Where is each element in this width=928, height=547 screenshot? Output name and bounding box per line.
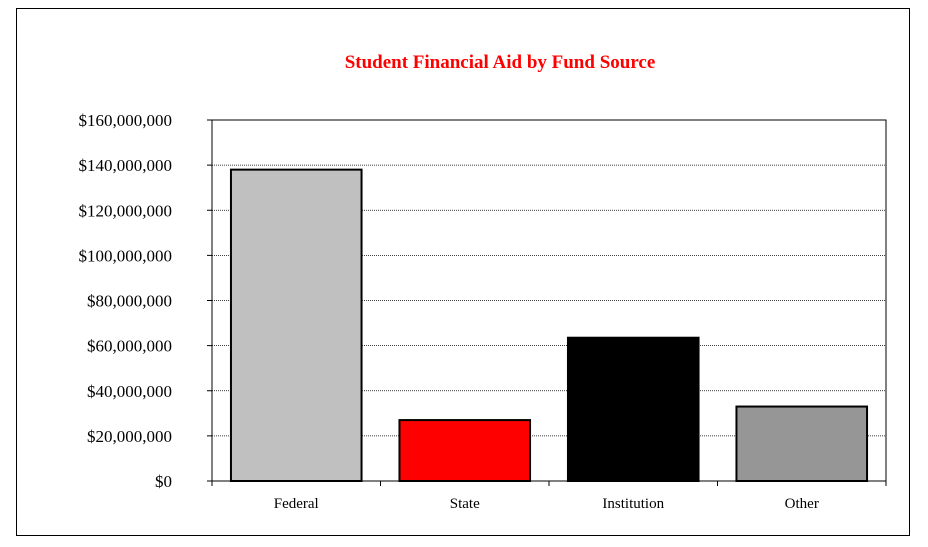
y-tick-label: $120,000,000 — [79, 201, 173, 220]
x-tick-label-other: Other — [785, 496, 819, 512]
bar-federal — [229, 168, 363, 482]
y-tick-label: $0 — [155, 472, 172, 491]
x-tick-label-state: State — [450, 496, 480, 512]
x-axis-labels: Federal State Institution Other — [211, 481, 887, 512]
y-axis-ticks: $0 $20,000,000 $40,000,000 $60,000,000 $80,0… — [79, 111, 212, 491]
x-tick-label-federal: Federal — [274, 496, 319, 512]
x-tick-label-institution: Institution — [602, 496, 664, 512]
bar-other — [735, 405, 869, 483]
y-tick-label: $60,000,000 — [87, 337, 172, 356]
y-tick-label: $40,000,000 — [87, 382, 172, 401]
bar-institution — [566, 336, 700, 482]
y-tick-label: $20,000,000 — [87, 427, 172, 446]
chart-title: Student Financial Aid by Fund Source — [345, 52, 656, 73]
y-tick-label: $140,000,000 — [79, 156, 173, 175]
bar-state — [398, 419, 532, 482]
y-tick-label: $80,000,000 — [87, 292, 172, 311]
bars — [229, 168, 869, 483]
y-tick-label: $160,000,000 — [79, 111, 173, 130]
y-tick-label: $100,000,000 — [79, 246, 173, 265]
